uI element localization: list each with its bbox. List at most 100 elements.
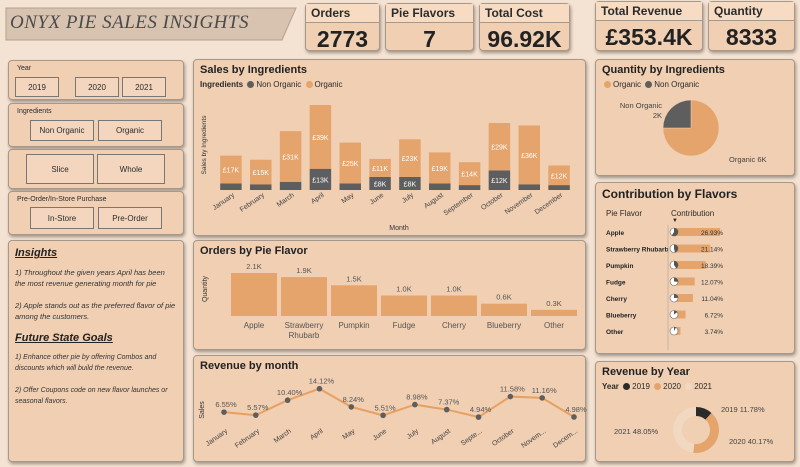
contribution-bar	[674, 294, 693, 302]
contribution-value: 18.39%	[701, 263, 723, 270]
contribution-value: 6.72%	[705, 313, 724, 320]
bar	[431, 295, 477, 316]
revenue-by-year-card: Revenue by Year Year 2019 2020 2021 2019…	[595, 361, 795, 462]
bar-organic	[548, 165, 570, 186]
contribution-value: 11.04%	[701, 296, 723, 303]
bar-non-organic	[250, 184, 272, 190]
whole-button[interactable]: Whole	[97, 154, 165, 184]
legend-marker	[645, 81, 653, 88]
kpi-label: Total Cost	[480, 4, 569, 23]
data-label: £25K	[342, 161, 359, 168]
goal-point: 1) Enhance other pie by offering Combos …	[15, 354, 157, 372]
legend-marker	[247, 81, 255, 88]
slice-button[interactable]: Slice	[26, 154, 94, 184]
contribution-value: 21.14%	[701, 247, 723, 254]
contribution-by-flavors-card: Contribution by Flavors Pie Flavor Contr…	[595, 182, 795, 354]
bar-organic	[250, 159, 272, 185]
bar	[331, 285, 377, 316]
kpi-value: £353.4K	[605, 24, 693, 50]
flavor-name: Fudge	[606, 280, 626, 287]
legend-label: 2021	[694, 382, 712, 391]
chart-title: Revenue by Year	[602, 366, 690, 378]
bar	[381, 295, 427, 316]
progress-icon-fill	[674, 310, 678, 315]
donut-slice	[693, 413, 719, 453]
insights-panel: Insights 1) Throughout the given years A…	[8, 240, 184, 462]
legend-marker	[654, 383, 662, 390]
bar-non-organic	[458, 185, 481, 190]
contribution-bar	[674, 310, 686, 319]
contribution-bar	[674, 244, 711, 253]
sales-by-ingredients-chart: £17K January £15K February £31K March £13K £39K…	[201, 105, 570, 232]
data-label: £12K	[491, 178, 508, 185]
data-label: £13K	[312, 177, 329, 184]
data-label: £15K	[253, 170, 270, 177]
data-label: 2020 40.17%	[729, 437, 774, 446]
bar-organic	[399, 139, 421, 177]
chart-legend: Year 2019 2020 2021	[596, 382, 794, 391]
bar-organic	[518, 125, 540, 185]
donut-slice	[696, 407, 712, 420]
x-tick-label: Cherry	[442, 321, 466, 330]
insight-point: 2) Apple stands out as the preferred fla…	[15, 300, 176, 321]
flavor-name: Apple	[606, 230, 624, 237]
data-label: £39K	[312, 135, 329, 142]
contribution-bar	[674, 228, 721, 236]
pre-order-button[interactable]: Pre-Order	[98, 207, 162, 229]
data-label: 4.98%	[565, 405, 587, 414]
y-axis-title: Sales	[199, 401, 206, 419]
data-label: Organic 6K	[729, 155, 767, 164]
year-2021-button[interactable]: 2021	[122, 77, 166, 97]
chart-title: Orders by Pie Flavor	[200, 245, 308, 257]
data-label: £19K	[432, 166, 449, 173]
kpi-label: Total Revenue	[596, 2, 702, 21]
year-2020-button[interactable]: 2020	[75, 77, 119, 97]
x-tick-label: Decem...	[552, 428, 579, 450]
x-tick-label: December	[534, 192, 565, 217]
kpi-orders: Orders 2773	[305, 3, 380, 52]
revenue-by-year-chart: 2019 11.78% 2020 40.17% 2021 48.05%	[614, 405, 774, 453]
column-header-contribution[interactable]: Contribution	[671, 209, 715, 218]
contribution-bar	[674, 277, 695, 286]
progress-icon-fill	[674, 294, 678, 298]
year-slicer: Year 2019 2020 2021	[8, 60, 184, 100]
goal-point: 2) Offer Coupons code on new flavor laun…	[15, 387, 168, 405]
x-tick-label: June	[372, 428, 389, 443]
data-label: 7.37%	[438, 398, 460, 407]
x-tick-label: May	[341, 192, 356, 206]
data-label: 11.16%	[532, 386, 557, 395]
contribution-value: 12.07%	[701, 280, 723, 287]
slicer-label: Pre-Order/In-Store Purchase	[17, 196, 107, 203]
data-point	[316, 385, 323, 392]
legend-marker	[685, 383, 693, 390]
flavor-name: Other	[606, 329, 624, 336]
organic-button[interactable]: Organic	[98, 120, 162, 141]
data-label: 1.9K	[296, 266, 311, 275]
bar-non-organic	[488, 170, 511, 190]
kpi-value: 7	[423, 26, 436, 52]
purchase-slicer: Pre-Order/In-Store Purchase In-Store Pre…	[8, 191, 184, 235]
column-header-flavor[interactable]: Pie Flavor	[606, 209, 643, 218]
x-tick-label: Pumpkin	[338, 321, 369, 330]
data-label: 1.0K	[396, 285, 411, 294]
progress-icon-fill	[674, 277, 678, 282]
legend-label: 2019	[632, 382, 650, 391]
data-label: 11.58%	[500, 385, 525, 394]
year-2019-button[interactable]: 2019	[15, 77, 59, 97]
bar	[531, 309, 577, 316]
title-banner: ONYX PIE SALES INSIGHTS	[0, 0, 300, 50]
bar-organic	[279, 131, 302, 182]
slicer-label: Ingredients	[17, 108, 52, 115]
type-slicer: Slice Whole	[8, 149, 184, 189]
non-organic-button[interactable]: Non Organic	[30, 120, 94, 141]
data-label: £29K	[491, 145, 508, 152]
insights-heading: Insights	[15, 247, 58, 259]
legend-label: Organic	[613, 80, 642, 89]
bar-non-organic	[369, 176, 391, 190]
data-point	[284, 397, 291, 404]
chart-legend: Organic Non Organic	[596, 80, 794, 89]
bar-organic	[458, 162, 481, 186]
in-store-button[interactable]: In-Store	[30, 207, 94, 229]
chart-title: Sales by Ingredients	[200, 64, 307, 76]
data-point	[380, 412, 386, 419]
